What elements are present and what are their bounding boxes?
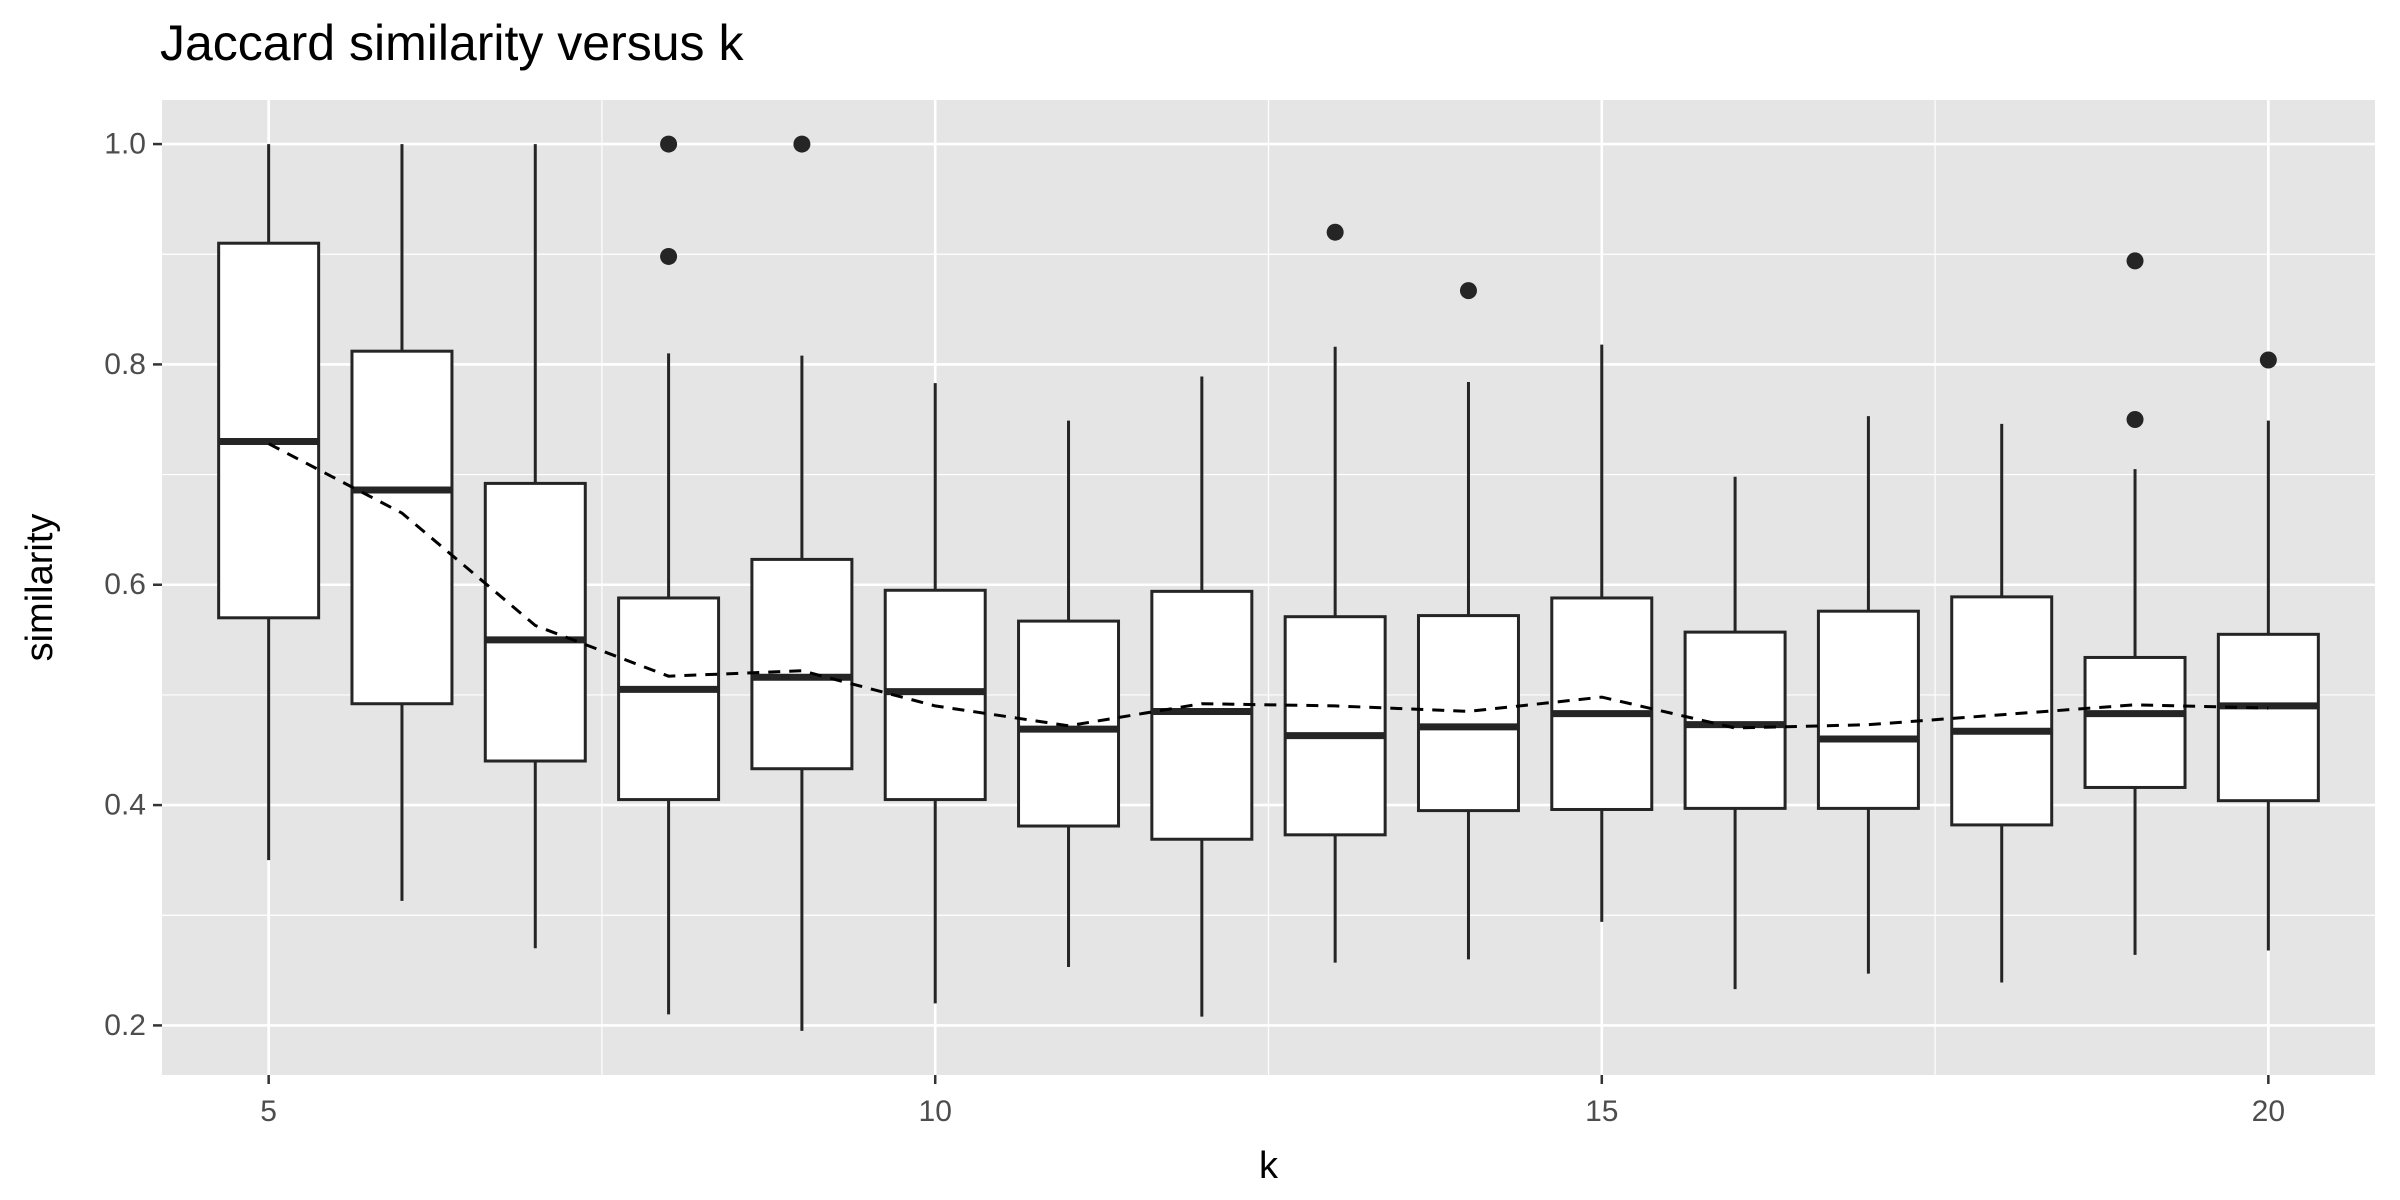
outlier-point	[660, 135, 678, 153]
box-k-8	[617, 596, 721, 802]
y-tick-label: 0.8	[104, 348, 146, 381]
x-tick-label: 15	[1585, 1095, 1618, 1128]
outlier-point	[793, 135, 811, 153]
box-k-11	[1017, 619, 1121, 828]
x-axis-title: k	[1259, 1145, 1279, 1187]
box-k-15	[1550, 596, 1654, 811]
outlier-point	[1459, 282, 1477, 300]
box-k-7	[483, 481, 587, 763]
box-k-14	[1416, 614, 1520, 813]
box-k-13	[1283, 615, 1387, 837]
y-tick-label: 0.4	[104, 789, 146, 822]
outlier-point	[2259, 351, 2277, 369]
y-axis-title: similarity	[19, 514, 61, 662]
outlier-point	[2126, 252, 2144, 270]
box-k-20	[2216, 632, 2320, 803]
y-tick-label: 0.6	[104, 568, 146, 601]
box-k-18	[1950, 595, 2054, 827]
box-k-5	[217, 241, 321, 620]
box-k-12	[1150, 589, 1254, 841]
y-tick-label: 1.0	[104, 128, 146, 161]
y-tick-label: 0.2	[104, 1009, 146, 1042]
outlier-point	[2126, 410, 2144, 428]
x-tick-label: 10	[919, 1095, 952, 1128]
trend-line	[268, 442, 2269, 730]
outlier-point	[660, 247, 678, 265]
box-k-6	[350, 349, 454, 706]
box-k-9	[750, 557, 854, 771]
box-k-19	[2083, 655, 2187, 789]
outlier-point	[1326, 223, 1344, 241]
box-k-16	[1683, 630, 1787, 810]
x-tick-label: 20	[2252, 1095, 2285, 1128]
box-k-17	[1816, 609, 1920, 810]
chart-title: Jaccard similarity versus k	[160, 15, 744, 71]
x-tick-label: 5	[260, 1095, 277, 1128]
